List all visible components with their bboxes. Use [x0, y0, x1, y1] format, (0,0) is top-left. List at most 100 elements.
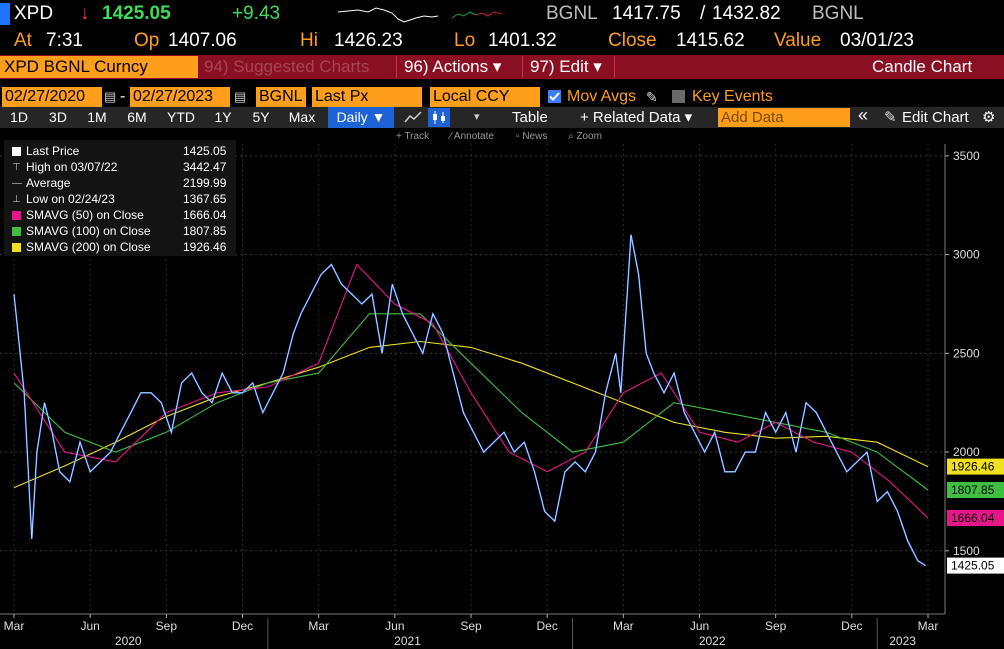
x-tick-label: Sep [460, 619, 482, 633]
end-calendar-icon[interactable]: ▤ [234, 89, 247, 104]
close-value: 1415.62 [676, 30, 745, 51]
tab-6m[interactable]: 6M [127, 109, 147, 125]
legend-label: High on 03/07/22 [26, 160, 118, 174]
legend-value: 1425.05 [183, 144, 227, 158]
tab-1d[interactable]: 1D [10, 109, 28, 125]
line-chart-icon[interactable] [402, 108, 424, 127]
last-value-label: 1425.05 [947, 557, 1004, 574]
annotate-label: Annotate [453, 131, 494, 142]
chart-style-dropdown-icon[interactable]: ▾ [474, 111, 480, 123]
legend-label: Last Price [26, 144, 80, 158]
year-label: 2021 [394, 634, 421, 648]
edit-chart-pencil-icon[interactable]: ✎ [884, 109, 897, 126]
open-label: Op [134, 30, 160, 51]
tab-ytd[interactable]: YTD [167, 109, 195, 125]
low-value: 1401.32 [488, 30, 557, 51]
last-price: 1425.05 [102, 3, 171, 24]
tab-max[interactable]: Max [288, 109, 316, 125]
bid-price: 1417.75 [612, 3, 681, 24]
down-arrow-icon: ↓ [80, 3, 90, 24]
svg-text:1666.04: 1666.04 [951, 511, 995, 525]
source-label-2: BGNL [812, 3, 864, 24]
collapse-icon[interactable]: « [858, 105, 869, 125]
related-data-button[interactable]: + Related Data ▾ [580, 109, 693, 126]
edit-chart-button[interactable]: Edit Chart [902, 109, 969, 126]
source-label: BGNL [546, 3, 598, 24]
quote-row-top: XPD ↓ 1425.05 +9.43 BGNL 1417.75 / 1432.… [0, 0, 1004, 28]
avg-marker-icon: — [12, 178, 22, 189]
tab-3d[interactable]: 3D [49, 109, 67, 125]
x-tick-label: Jun [385, 619, 404, 633]
quote-row-bottom: At 7:31 Op 1407.06 Hi 1426.23 Lo 1401.32… [0, 28, 1004, 54]
legend-entry[interactable]: SMAVG (100) on Close 1807.85 [4, 223, 236, 240]
zoom-label: Zoom [576, 131, 602, 142]
table-button[interactable]: Table [512, 109, 548, 126]
legend-swatch [12, 211, 21, 220]
track-tool[interactable]: + Track [396, 131, 430, 142]
legend-entry[interactable]: Last Price 1425.05 [4, 143, 236, 160]
frequency-dropdown[interactable]: Daily ▼ [328, 107, 394, 128]
x-tick-label: Sep [156, 619, 178, 633]
legend-entry[interactable]: SMAVG (200) on Close 1926.46 [4, 239, 236, 256]
track-label: Track [404, 131, 430, 142]
legend-swatch [12, 147, 21, 156]
pricing-source-input[interactable]: BGNL [256, 87, 306, 107]
tab-1m[interactable]: 1M [87, 109, 107, 125]
y-tick-label: 2000 [953, 445, 980, 459]
security-color-tab [0, 3, 10, 25]
y-tick-label: 3000 [953, 248, 980, 262]
trend-sparkline-icon [452, 11, 502, 19]
news-tool[interactable]: ▫ News [516, 131, 548, 142]
last-value-label: 1666.04 [947, 510, 1004, 527]
key-events-label[interactable]: Key Events [692, 88, 773, 105]
tab-5y[interactable]: 5Y [252, 109, 270, 125]
price-field-select[interactable]: Last Px [312, 87, 422, 107]
pencil-icon[interactable]: ✎ [646, 89, 658, 105]
svg-text:1807.85: 1807.85 [951, 483, 995, 497]
annotate-tool[interactable]: ⁄ Annotate [450, 131, 494, 142]
legend-label: SMAVG (100) on Close [26, 224, 151, 238]
y-tick-label: 2500 [953, 346, 980, 360]
low-marker-icon: ⊥ [12, 194, 21, 205]
open-value: 1407.06 [168, 30, 237, 51]
at-label: At [14, 30, 32, 51]
legend-value: 1807.85 [183, 224, 227, 238]
key-events-checkbox[interactable] [672, 90, 685, 103]
y-tick-label: 1500 [953, 544, 980, 558]
ask-price: 1432.82 [712, 3, 781, 24]
legend-entry[interactable]: — Average 2199.99 [4, 175, 236, 192]
date-dash: - [120, 88, 126, 105]
legend-entry[interactable]: SMAVG (50) on Close 1666.04 [4, 207, 236, 224]
zoom-tool[interactable]: ⌕ Zoom [568, 131, 602, 142]
tab-1y[interactable]: 1Y [214, 109, 232, 125]
legend-value: 1666.04 [183, 208, 227, 222]
year-label: 2022 [699, 634, 726, 648]
currency-select[interactable]: Local CCY [430, 87, 540, 107]
legend-entry[interactable]: ⊥ Low on 02/24/23 1367.65 [4, 191, 236, 208]
start-date-input[interactable]: 02/27/2020 [2, 87, 102, 107]
high-value: 1426.23 [334, 30, 403, 51]
start-calendar-icon[interactable]: ▤ [104, 89, 117, 104]
candle-chart-icon[interactable] [428, 108, 450, 127]
mov-avgs-label[interactable]: Mov Avgs [567, 88, 637, 105]
gear-icon[interactable]: ⚙ [982, 109, 996, 126]
security-field[interactable]: XPD BGNL Curncy [0, 56, 198, 78]
net-change: +9.43 [232, 3, 281, 24]
x-tick-label: Dec [232, 619, 253, 633]
series-line [13, 263, 929, 519]
mov-avgs-checkbox[interactable] [548, 90, 561, 103]
y-tick-label: 3500 [953, 149, 980, 163]
end-date-input[interactable]: 02/27/2023 [130, 87, 230, 107]
x-tick-label: Jun [690, 619, 709, 633]
legend-entry[interactable]: ⊤ High on 03/07/22 3442.47 [4, 159, 236, 176]
x-tick-label: Mar [613, 619, 634, 633]
svg-text:1926.46: 1926.46 [951, 460, 995, 474]
legend-label: SMAVG (200) on Close [26, 240, 151, 254]
value-label: Value [774, 30, 822, 51]
legend-swatch [12, 227, 21, 236]
actions-menu[interactable]: 96) Actions ▾ [404, 57, 502, 76]
add-data-input[interactable]: Add Data [718, 108, 850, 127]
suggested-charts-menu[interactable]: 94) Suggested Charts [204, 57, 370, 76]
edit-menu[interactable]: 97) Edit ▾ [530, 57, 602, 76]
chart-legend[interactable]: Last Price 1425.05 ⊤ High on 03/07/22 3442.4… [4, 140, 236, 256]
